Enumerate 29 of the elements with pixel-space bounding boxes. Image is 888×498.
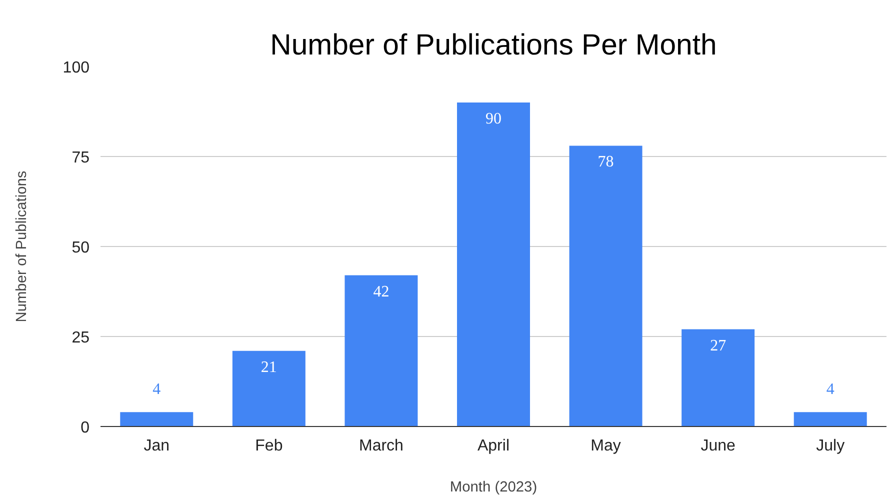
x-tick-label: Feb: [255, 438, 283, 454]
x-tick-label: July: [816, 438, 845, 454]
bar: [569, 146, 642, 426]
bar: [457, 102, 530, 426]
x-tick-label: May: [590, 438, 621, 454]
data-label: 42: [373, 283, 390, 300]
bar: [682, 329, 755, 426]
x-tick-label: March: [358, 438, 404, 454]
x-axis-title: Month (2023): [450, 480, 538, 496]
data-label: 27: [710, 337, 726, 354]
x-tick-label: June: [700, 438, 736, 454]
data-label: 21: [260, 358, 277, 376]
bar: [794, 412, 867, 426]
y-axis-title: Number of Publications: [14, 170, 30, 322]
x-tick-label: April: [477, 438, 510, 454]
bar: [232, 350, 306, 426]
chart-title: Number of Publications Per Month: [270, 28, 717, 62]
y-tick-label: 25: [72, 330, 90, 346]
y-tick-label: 50: [72, 240, 90, 256]
bar: [120, 412, 194, 426]
data-label: 90: [486, 110, 502, 128]
y-tick-label: 75: [72, 150, 90, 166]
data-label: 4: [152, 381, 161, 398]
bar: [344, 275, 418, 426]
x-tick-label: Jan: [144, 438, 170, 454]
y-tick-label: 100: [62, 60, 90, 76]
data-label: 78: [598, 154, 614, 171]
y-tick-label: 0: [80, 420, 90, 436]
data-label: 4: [826, 381, 834, 398]
